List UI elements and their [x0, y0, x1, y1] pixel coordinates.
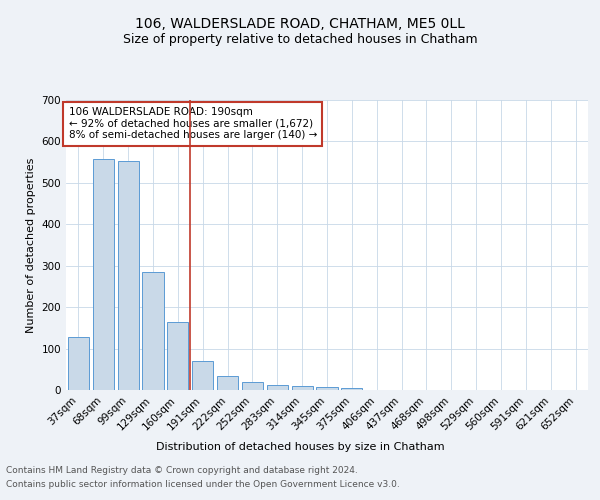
Bar — [341, 388, 362, 390]
Text: Contains public sector information licensed under the Open Government Licence v3: Contains public sector information licen… — [6, 480, 400, 489]
Bar — [68, 338, 89, 390]
Bar — [93, 159, 114, 390]
Bar — [316, 386, 338, 390]
Text: Contains HM Land Registry data © Crown copyright and database right 2024.: Contains HM Land Registry data © Crown c… — [6, 466, 358, 475]
Bar — [242, 382, 263, 390]
Bar — [118, 161, 139, 390]
Bar — [142, 272, 164, 390]
Bar — [217, 376, 238, 390]
Text: Size of property relative to detached houses in Chatham: Size of property relative to detached ho… — [122, 32, 478, 46]
Text: Distribution of detached houses by size in Chatham: Distribution of detached houses by size … — [155, 442, 445, 452]
Bar — [292, 386, 313, 390]
Text: 106, WALDERSLADE ROAD, CHATHAM, ME5 0LL: 106, WALDERSLADE ROAD, CHATHAM, ME5 0LL — [135, 18, 465, 32]
Text: 106 WALDERSLADE ROAD: 190sqm
← 92% of detached houses are smaller (1,672)
8% of : 106 WALDERSLADE ROAD: 190sqm ← 92% of de… — [68, 108, 317, 140]
Y-axis label: Number of detached properties: Number of detached properties — [26, 158, 36, 332]
Bar — [167, 322, 188, 390]
Bar — [267, 384, 288, 390]
Bar — [192, 361, 213, 390]
